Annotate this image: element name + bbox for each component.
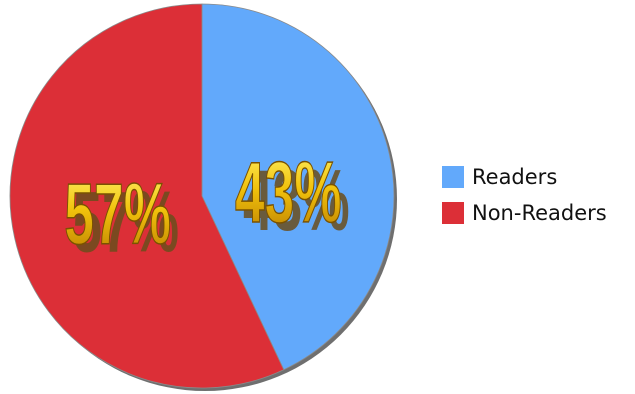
pie-slice-non-readers [9, 3, 285, 389]
slice-labels: 43%43% 57%57% [64, 144, 350, 271]
legend-label-non-readers: Non-Readers [472, 201, 607, 225]
slice-label-shadow-non-readers: 57% [72, 175, 179, 271]
pie-slices [9, 3, 395, 389]
legend-item-non-readers: Non-Readers [442, 202, 607, 224]
slice-label-readers: 43% [235, 145, 342, 241]
legend-swatch-readers [442, 166, 464, 188]
slice-label-shadow-readers: 43% [243, 153, 350, 249]
pie-slice-readers [201, 3, 395, 371]
pie-chart: 43%43% 57%57% [9, 3, 397, 391]
legend-swatch-non-readers [442, 202, 464, 224]
legend-item-readers: Readers [442, 166, 607, 188]
legend: Readers Non-Readers [442, 166, 607, 224]
slice-label-non-readers: 57% [64, 167, 171, 263]
legend-label-readers: Readers [472, 165, 558, 189]
